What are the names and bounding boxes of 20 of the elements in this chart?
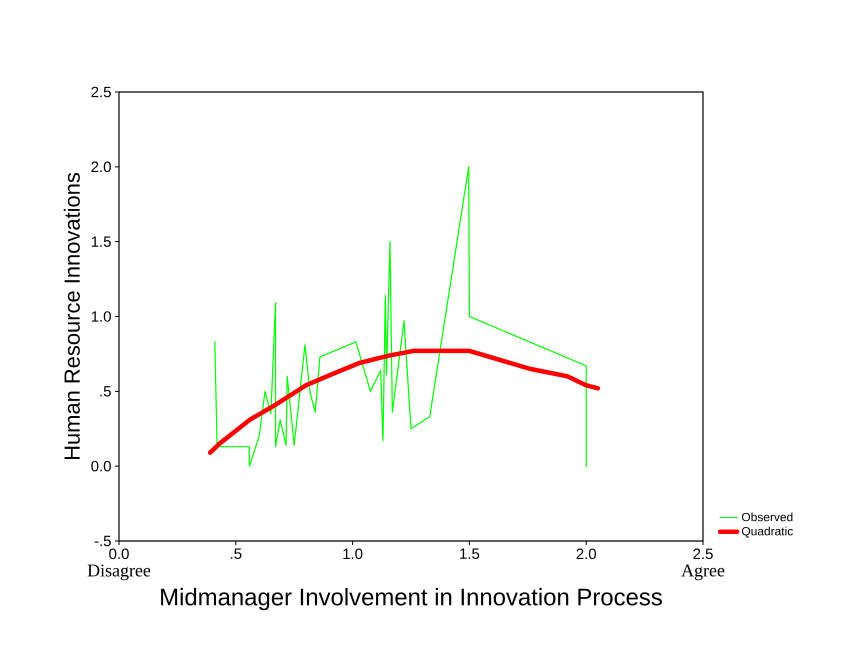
y-tick-label: 1.0: [92, 311, 111, 322]
x-axis-title: Midmanager Involvement in Innovation Process: [161, 588, 662, 610]
x-tick-label: 1.0: [343, 548, 362, 560]
legend-label: Observed: [742, 512, 792, 522]
text: Disagree: [88, 564, 150, 580]
legend-label: Quadratic: [742, 526, 793, 538]
y-tick-label: 1.5: [92, 236, 111, 247]
x-tick-label: 2.5: [693, 548, 713, 560]
y-tick-label: .5: [100, 386, 111, 397]
line-series: [214, 166, 587, 467]
y-tick-label: -.5: [94, 536, 111, 546]
y-tick-label: 2.5: [91, 86, 111, 98]
y-tick-label: 2.0: [91, 162, 111, 172]
y-axis-title: Human Resource Innovations: [64, 172, 80, 460]
x-tick-label: .5: [230, 548, 242, 559]
x-tick-label: 2.0: [576, 548, 596, 560]
x-tick-label: 0.0: [109, 548, 129, 560]
x-tick-label: 1.5: [460, 548, 480, 559]
text: Agree: [681, 564, 724, 580]
y-tick-label: 0.0: [91, 460, 111, 472]
